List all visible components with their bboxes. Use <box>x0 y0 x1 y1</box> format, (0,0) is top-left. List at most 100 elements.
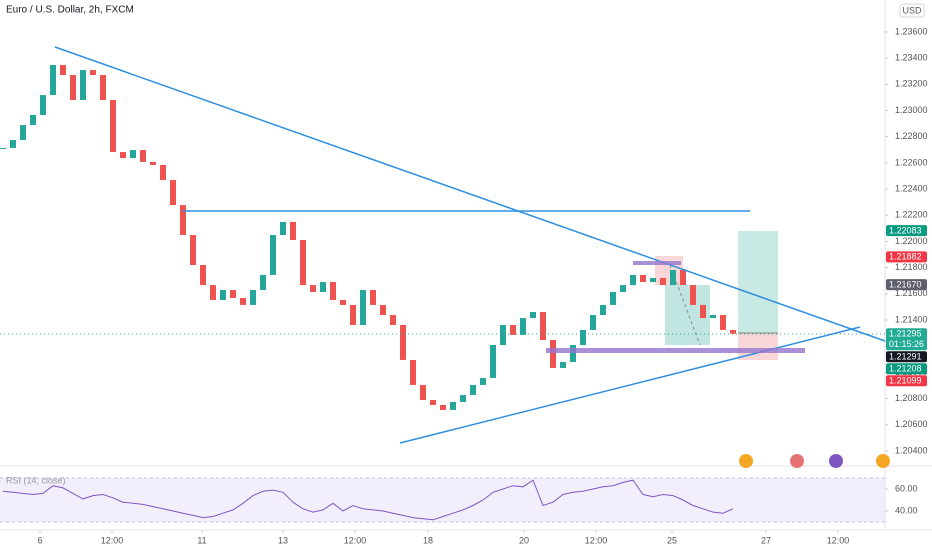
candle <box>670 269 676 286</box>
long-target-zone <box>738 231 778 333</box>
candle <box>410 359 416 385</box>
candle <box>0 147 6 149</box>
event-icon[interactable] <box>739 454 753 468</box>
candle <box>40 95 46 115</box>
candle <box>480 378 486 385</box>
candle <box>400 324 406 360</box>
candle <box>570 345 576 363</box>
candle <box>340 299 346 305</box>
y-tick-label: 1.23200 <box>895 79 928 89</box>
price-label: 1.22083 <box>889 225 922 235</box>
candle <box>620 285 626 292</box>
zone <box>633 261 681 265</box>
price-label-box <box>886 328 927 351</box>
price-label: 1.21882 <box>889 252 922 262</box>
candle <box>370 290 376 305</box>
candle <box>600 304 606 316</box>
candle <box>440 404 446 410</box>
trendline <box>54 46 886 342</box>
candle <box>160 164 166 181</box>
candle <box>500 324 506 346</box>
x-tick-label: 27 <box>761 535 771 545</box>
candle <box>580 329 586 346</box>
candle <box>180 205 186 236</box>
price-label-box <box>886 251 927 263</box>
candle <box>650 277 656 283</box>
candle <box>360 290 366 325</box>
candle <box>290 221 296 241</box>
candle <box>210 285 216 300</box>
x-tick-label: 12:00 <box>585 535 608 545</box>
y-tick-label: 1.23000 <box>895 105 928 115</box>
candle <box>730 329 736 334</box>
candle <box>450 401 456 410</box>
y-tick-label: 1.20800 <box>895 393 928 403</box>
candle <box>590 315 596 330</box>
candle <box>60 64 66 76</box>
candle <box>300 240 306 286</box>
event-icons <box>739 454 890 468</box>
y-tick-label: 1.22800 <box>895 131 928 141</box>
candle <box>140 150 146 162</box>
x-tick-label: 11 <box>197 535 206 545</box>
candle <box>520 318 526 335</box>
candle <box>560 362 566 368</box>
candle <box>80 70 86 101</box>
candle <box>250 290 256 305</box>
event-icon[interactable] <box>876 454 890 468</box>
candle <box>50 64 56 96</box>
countdown: 01:15:26 <box>889 339 924 349</box>
candle <box>270 235 276 275</box>
event-icon[interactable] <box>790 454 804 468</box>
x-tick-label: 20 <box>519 535 529 545</box>
y-tick-label: 1.23400 <box>895 53 928 63</box>
candle <box>610 291 616 305</box>
price-label: 1.21291 <box>889 351 922 361</box>
currency[interactable]: USD <box>902 5 922 15</box>
price-label-box <box>886 225 927 237</box>
y-tick-label: 1.21400 <box>895 314 928 324</box>
candle <box>630 274 636 286</box>
candle <box>260 274 266 291</box>
candle <box>490 345 496 379</box>
price-label: 1.21670 <box>889 279 922 289</box>
candle <box>70 75 76 101</box>
candle <box>640 274 646 283</box>
y-tick-label: 1.22400 <box>895 183 928 193</box>
candle <box>320 282 326 292</box>
x-tick-label: 6 <box>37 535 42 545</box>
candle <box>420 384 426 401</box>
rsi-tick-label: 40.00 <box>895 505 918 515</box>
candle <box>130 150 136 159</box>
y-tick-label: 1.22600 <box>895 157 928 167</box>
candle <box>240 298 246 305</box>
y-tick-label: 1.21600 <box>895 288 928 298</box>
candle <box>540 312 546 341</box>
candle <box>350 304 356 325</box>
candle <box>200 265 206 286</box>
candle <box>710 315 716 319</box>
x-tick-label: 25 <box>667 535 677 545</box>
x-tick-label: 12:00 <box>827 535 850 545</box>
x-tick-label: 12:00 <box>101 535 124 545</box>
candle <box>470 384 476 396</box>
event-icon[interactable] <box>829 454 843 468</box>
currency-button[interactable] <box>899 3 925 18</box>
candle <box>30 114 36 126</box>
candle <box>230 290 236 299</box>
price-label-box <box>886 279 927 291</box>
candle <box>530 312 536 319</box>
candle <box>720 315 726 330</box>
rsi-band <box>0 478 885 522</box>
y-tick-label: 1.22200 <box>895 210 928 220</box>
candle <box>510 324 516 335</box>
candle <box>170 180 176 206</box>
candle <box>150 161 156 165</box>
x-tick-label: 18 <box>423 535 433 545</box>
candle <box>20 125 26 140</box>
candle <box>390 315 396 325</box>
candle <box>380 304 386 316</box>
price-label: 1.21295 <box>889 328 922 338</box>
